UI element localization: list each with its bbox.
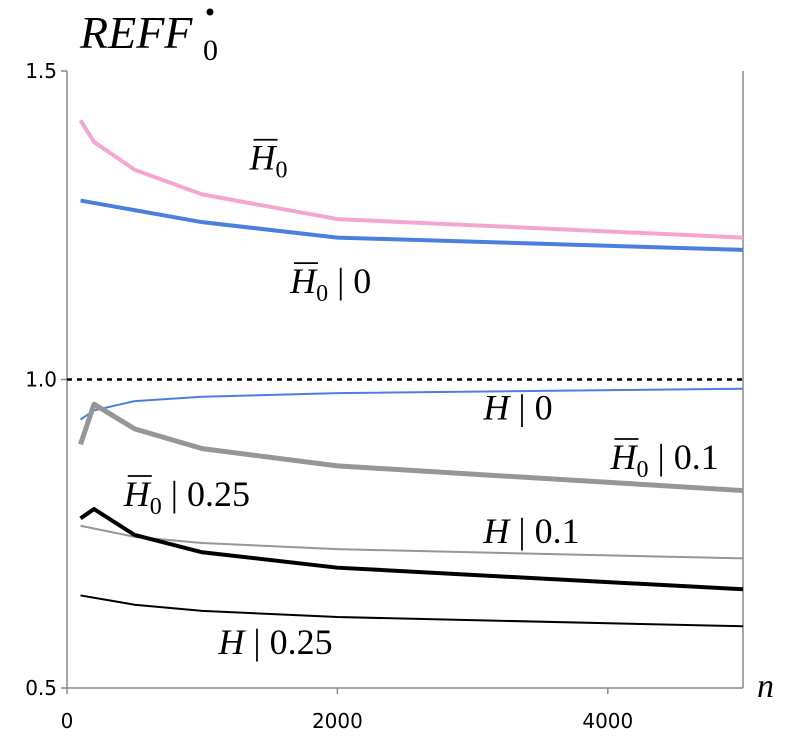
svg-text:H0: H0 xyxy=(249,138,288,184)
series-annotation: H | 0.25 xyxy=(217,622,332,662)
series-line-7 xyxy=(80,594,744,628)
x-tick-label: 2000 xyxy=(312,709,363,733)
x-tick-label: 4000 xyxy=(582,709,633,733)
svg-text:H0 | 0.25: H0 | 0.25 xyxy=(123,474,250,520)
svg-text:H | 0: H | 0 xyxy=(482,388,552,428)
x-tick-label: 0 xyxy=(61,709,74,733)
axis-ticks: 0.5 1.0 1.5 0 2000 4000 xyxy=(25,59,633,733)
x-axis-label: n xyxy=(757,668,774,705)
svg-text:H0 | 0: H0 | 0 xyxy=(289,261,371,307)
series-annotation: H | 0 xyxy=(482,388,552,428)
series-line-5 xyxy=(80,524,744,560)
svg-text:H0 | 0.1: H0 | 0.1 xyxy=(610,437,719,483)
series-annotation: H | 0.1 xyxy=(482,511,579,551)
y-tick-label: 1.5 xyxy=(25,59,57,83)
chart-title-subscript: 0 xyxy=(203,34,218,67)
y-tick-label: 1.0 xyxy=(25,368,57,392)
series-annotation: H0 | 0 xyxy=(289,261,371,307)
svg-text:H | 0.1: H | 0.1 xyxy=(482,511,579,551)
y-tick-label: 0.5 xyxy=(25,676,57,700)
series-line-2 xyxy=(80,198,744,252)
chart-title: REFF xyxy=(79,7,193,58)
series-line-3 xyxy=(79,387,744,421)
series-annotation: H0 xyxy=(249,138,288,184)
chart-title-superscript-dot xyxy=(206,8,214,16)
series-annotation: H0 | 0.25 xyxy=(123,474,250,520)
series-line-6 xyxy=(79,507,744,592)
series-annotation: H0 | 0.1 xyxy=(610,437,719,483)
series-annotations: H0 H0 | 0 H | 0 H0 | 0.1 H0 | 0.25 H | 0.1 H |… xyxy=(123,138,719,662)
series-lines xyxy=(78,119,744,628)
series-line-4 xyxy=(78,401,744,494)
svg-text:H | 0.25: H | 0.25 xyxy=(217,622,332,662)
series-line-1 xyxy=(78,119,744,240)
